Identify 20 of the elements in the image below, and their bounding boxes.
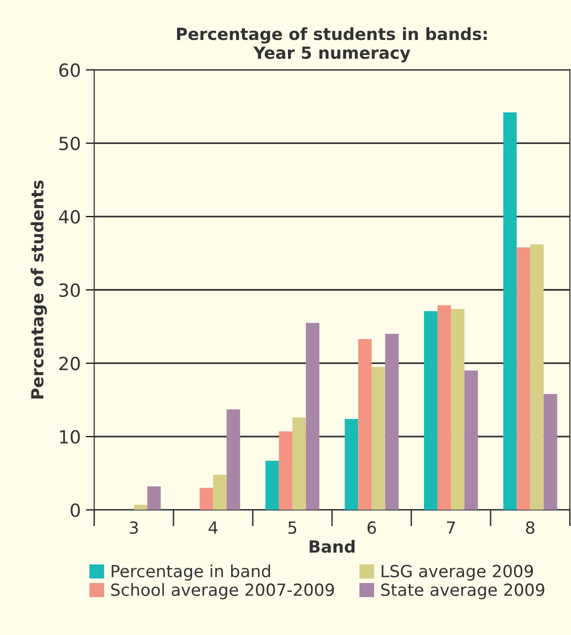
x-tick-label: 6 [368, 521, 376, 534]
x-axis-title: Band [310, 540, 355, 553]
legend-label: School average 2007-2009 [111, 583, 334, 600]
y-tick-label: 0 [70, 503, 80, 518]
y-tick-label: 50 [59, 136, 80, 150]
y-tick-label: 40 [58, 210, 80, 224]
x-tick-label: 8 [526, 521, 534, 534]
x-tick-label: 7 [447, 522, 455, 534]
x-tick-label: 4 [208, 522, 218, 534]
y-tick-label: 60 [59, 63, 80, 77]
y-tick-label: 10 [60, 430, 80, 444]
x-tick-label: 5 [288, 522, 296, 534]
chart-title: Percentage of students in bands: Year 5 numeracy [177, 27, 487, 62]
y-axis-title: Percentage of students [30, 180, 47, 398]
legend-label: Percentage in band [112, 564, 270, 581]
y-tick-label: 20 [59, 356, 80, 370]
legend-label: LSG average 2009 [382, 564, 533, 581]
legend-label: State average 2009 [381, 583, 544, 600]
y-tick-label: 30 [59, 283, 80, 297]
x-tick-label: 3 [130, 521, 138, 534]
